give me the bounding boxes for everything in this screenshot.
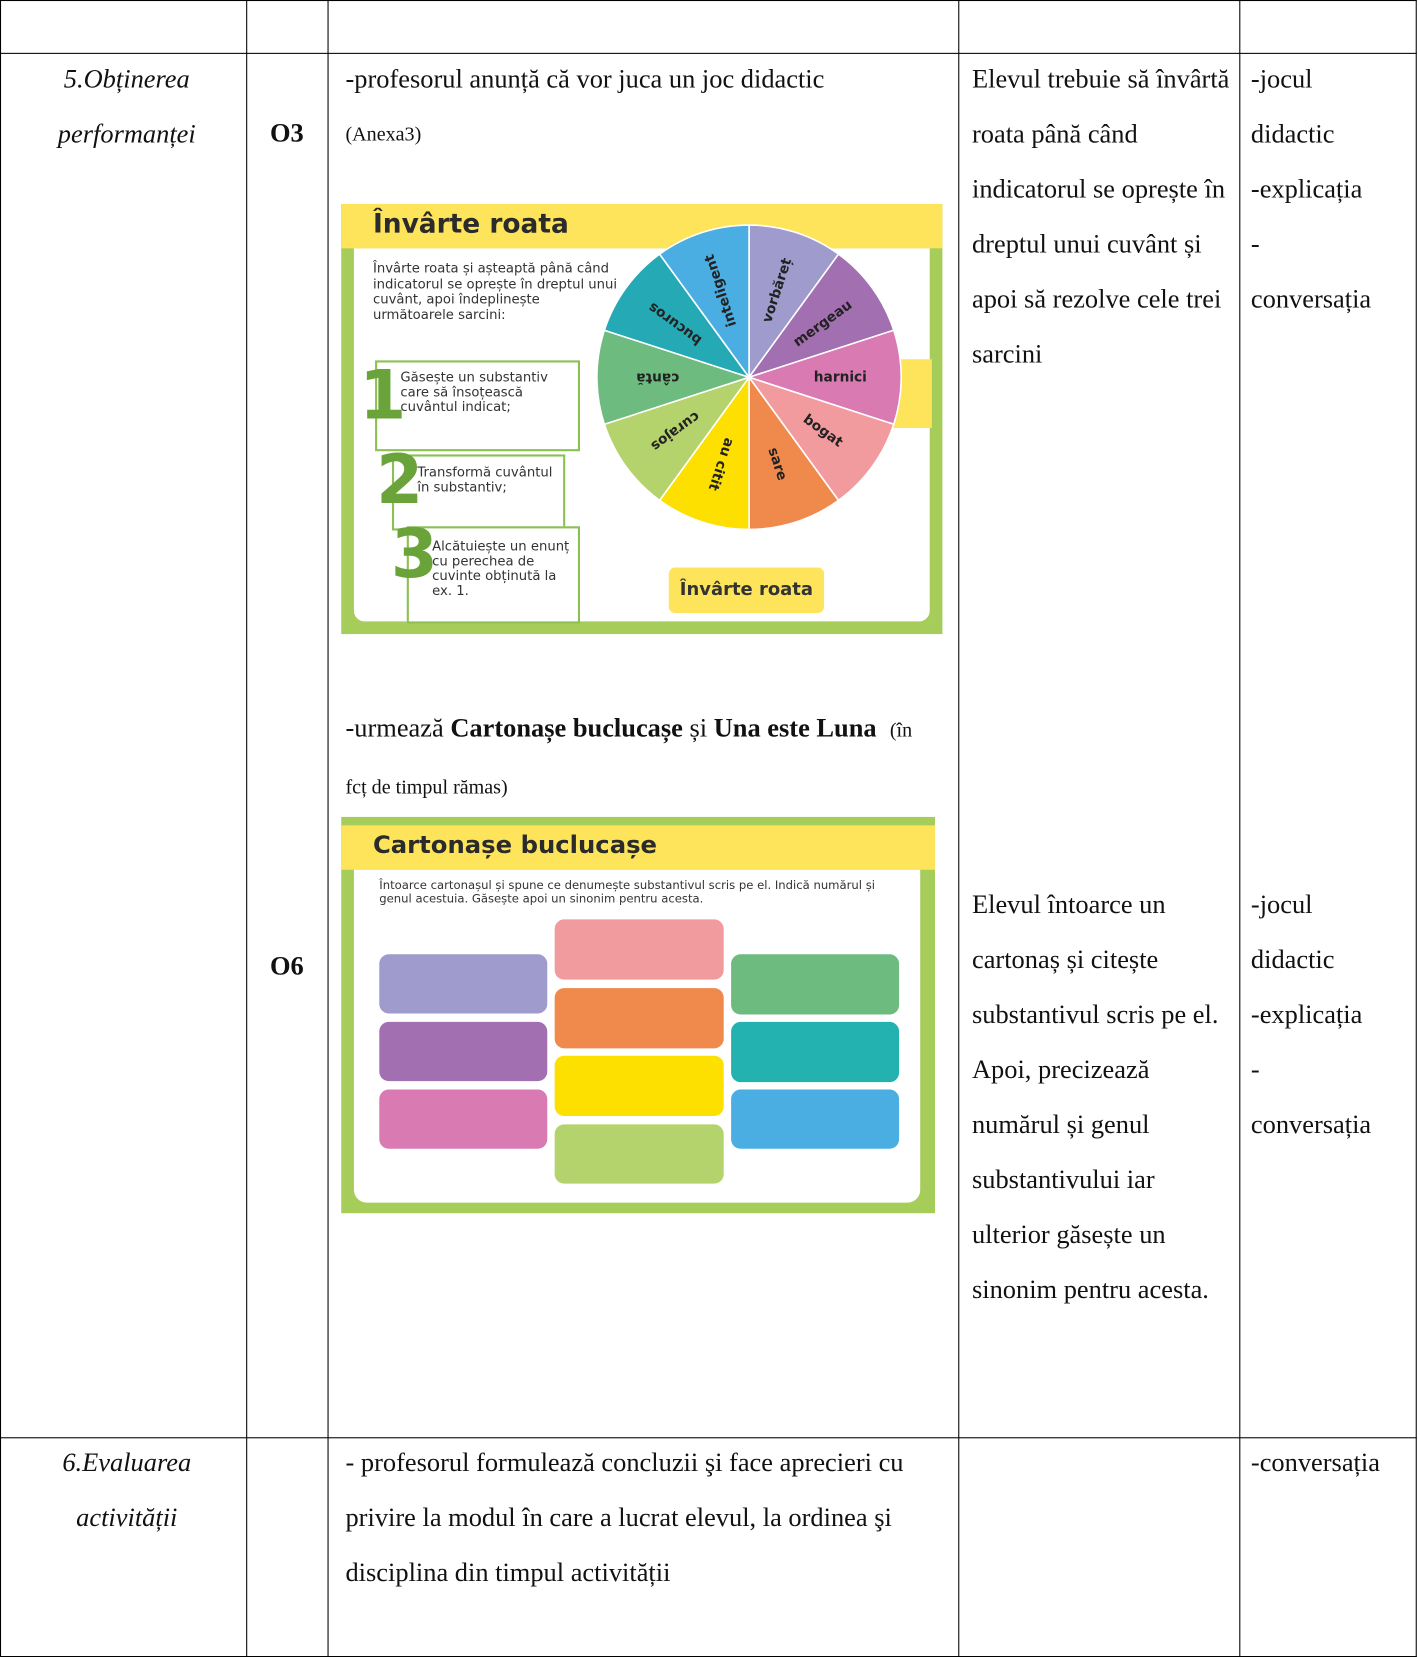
slide-header <box>341 825 936 870</box>
card[interactable] <box>379 954 548 1014</box>
task-text: Alcătuiește un enunț cu perechea de cuvi… <box>432 537 570 599</box>
intro: -profesorul anunță că vor juca un joc di… <box>345 65 825 95</box>
card[interactable] <box>554 1055 724 1116</box>
card[interactable] <box>554 1124 724 1184</box>
game-name: Cartonașe buclucașe <box>450 714 683 743</box>
objective: O3 <box>269 119 304 148</box>
method: -conversația <box>1250 1448 1380 1478</box>
wheel-segment <box>748 224 840 380</box>
wheel-segment <box>596 329 752 426</box>
follow-up: -urmează Cartonașe buclucașe și Una este… <box>345 702 937 816</box>
task-box: Transformă cuvântul în substantiv; <box>391 454 566 531</box>
card[interactable] <box>731 1021 900 1083</box>
task-text: Transformă cuvântul în substantiv; <box>417 463 553 495</box>
wheel-segment <box>746 375 895 502</box>
wheel-word: cântă <box>636 369 679 385</box>
method: -jocul didactic <box>1250 65 1335 150</box>
card[interactable] <box>554 919 724 980</box>
method: -conversația <box>1250 230 1372 314</box>
task-number: 3 <box>390 515 438 594</box>
instructions: Întoarce cartonașul și spune ce denumeșt… <box>379 878 875 906</box>
student-activity: Elevul trebuie să învârtă roata până cân… <box>971 65 1230 369</box>
border <box>958 0 960 1657</box>
wheel-word: harnici <box>814 369 867 385</box>
wheel-segment <box>746 253 895 379</box>
border <box>0 0 2 1657</box>
card[interactable] <box>731 954 900 1015</box>
text: și <box>682 714 714 743</box>
card[interactable] <box>379 1021 548 1082</box>
method: -conversația <box>1250 1055 1372 1140</box>
method: -jocul didactic <box>1250 890 1335 975</box>
border <box>0 1437 1417 1439</box>
wheel-segment <box>603 375 752 502</box>
card[interactable] <box>554 988 724 1049</box>
slide-title: Învârte roata <box>372 208 569 239</box>
border <box>0 52 1417 54</box>
stage: 5.Obținerea performanței <box>57 65 196 150</box>
wheel-segment <box>746 329 902 426</box>
note: (în fcț de timpul rămas) <box>345 719 913 799</box>
border <box>246 0 248 1657</box>
task-box: Alcătuiește un enunț cu perechea de cuvi… <box>406 526 581 624</box>
stage: 6.Evaluarea activității <box>62 1448 192 1533</box>
text: -urmează <box>345 714 451 743</box>
slide: Învârte roata Învârte roata și așteaptă … <box>341 203 943 635</box>
objective: O6 <box>269 952 304 981</box>
wheel-segment <box>603 253 752 379</box>
annex: (Anexa3) <box>345 123 422 146</box>
methods: -jocul didactic -explicația -conversația <box>1251 53 1378 328</box>
slide-title: Cartonașe buclucașe <box>372 831 658 860</box>
content: - profesorul formulează concluzii şi fac… <box>345 1448 904 1588</box>
instructions: Învârte roata și așteaptă până când indi… <box>372 259 618 322</box>
border <box>1415 0 1417 1657</box>
method: -explicația <box>1250 1000 1363 1030</box>
task-number: 2 <box>376 441 424 520</box>
task-text: Găsește un substantiv care să însoțească… <box>400 368 548 415</box>
wheel-segment <box>658 224 750 380</box>
border <box>327 0 329 1657</box>
student-activity: Elevul întoarce un cartonaș și citește s… <box>971 890 1219 1305</box>
card[interactable] <box>379 1089 548 1149</box>
game-name: Una este Luna <box>713 714 877 743</box>
border <box>0 0 1417 2</box>
methods: -jocul didactic -explicația -conversația <box>1251 878 1378 1153</box>
spin-button[interactable]: Învârte roata <box>668 567 825 613</box>
method: -explicația <box>1250 175 1363 204</box>
methods: -conversația <box>1251 1436 1409 1491</box>
slide: Cartonașe buclucașe Întoarce cartonașul … <box>341 816 936 1214</box>
border <box>1239 0 1241 1657</box>
wheel-segment <box>748 374 840 531</box>
card[interactable] <box>731 1089 900 1149</box>
slide-header <box>341 203 943 249</box>
task-box: Găsește un substantiv care să însoțească… <box>375 360 581 452</box>
wheel-segment <box>658 374 750 531</box>
task-number: 1 <box>359 357 407 436</box>
